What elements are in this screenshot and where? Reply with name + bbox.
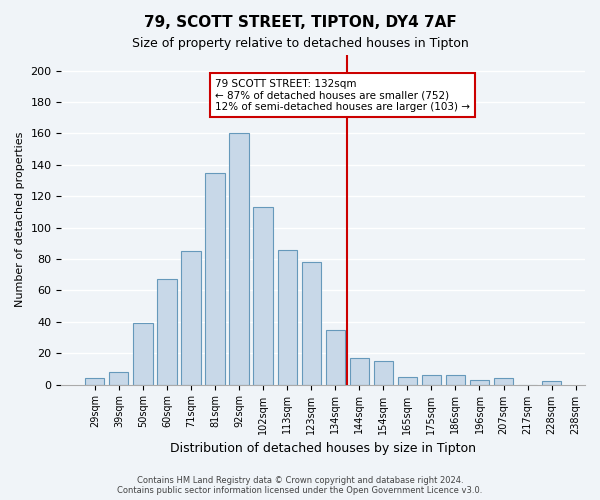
Bar	[157, 280, 176, 384]
Y-axis label: Number of detached properties: Number of detached properties	[15, 132, 25, 308]
Bar	[278, 250, 297, 384]
Text: 79, SCOTT STREET, TIPTON, DY4 7AF: 79, SCOTT STREET, TIPTON, DY4 7AF	[143, 15, 457, 30]
Bar	[326, 330, 345, 384]
Bar	[470, 380, 489, 384]
Bar	[253, 207, 273, 384]
Bar	[181, 251, 200, 384]
Bar	[85, 378, 104, 384]
Bar	[350, 358, 369, 384]
Bar	[302, 262, 321, 384]
Bar	[109, 372, 128, 384]
Bar	[229, 134, 248, 384]
Bar	[494, 378, 513, 384]
Bar	[422, 375, 441, 384]
Text: Contains HM Land Registry data © Crown copyright and database right 2024.
Contai: Contains HM Land Registry data © Crown c…	[118, 476, 482, 495]
Bar	[133, 324, 152, 384]
Bar	[205, 172, 224, 384]
Bar	[446, 375, 465, 384]
Bar	[398, 376, 417, 384]
Bar	[542, 382, 561, 384]
Text: Size of property relative to detached houses in Tipton: Size of property relative to detached ho…	[131, 38, 469, 51]
X-axis label: Distribution of detached houses by size in Tipton: Distribution of detached houses by size …	[170, 442, 476, 455]
Bar	[374, 361, 393, 384]
Text: 79 SCOTT STREET: 132sqm
← 87% of detached houses are smaller (752)
12% of semi-d: 79 SCOTT STREET: 132sqm ← 87% of detache…	[215, 78, 470, 112]
